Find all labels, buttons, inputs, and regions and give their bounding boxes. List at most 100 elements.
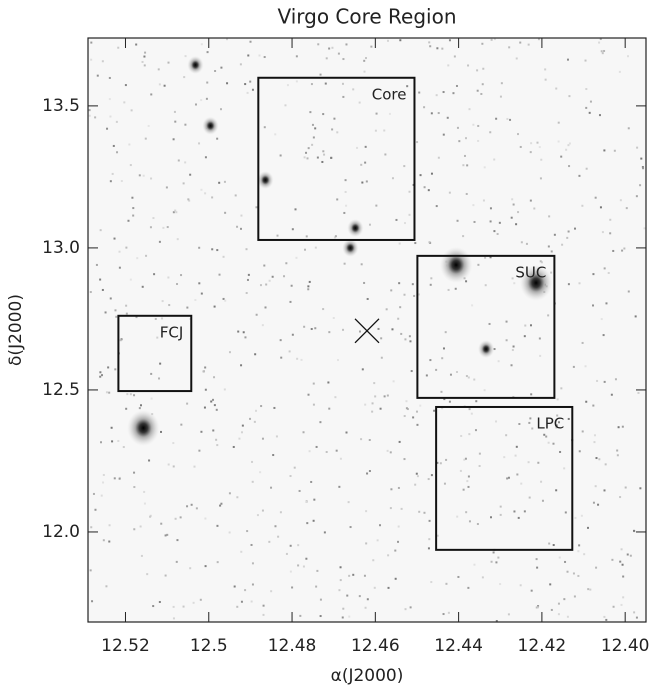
noise-dot	[621, 249, 624, 252]
noise-dot	[336, 198, 339, 201]
noise-dot	[506, 117, 509, 120]
noise-dot	[251, 480, 254, 483]
noise-dot	[343, 262, 346, 265]
noise-dot	[387, 586, 390, 589]
noise-dot	[564, 560, 567, 563]
noise-dot	[315, 445, 318, 448]
noise-dot	[558, 421, 561, 424]
noise-dot	[586, 526, 589, 529]
noise-dot	[445, 458, 448, 461]
y-tick-label: 13.5	[42, 96, 80, 116]
noise-dot	[133, 471, 136, 474]
noise-dot	[476, 89, 479, 92]
noise-dot	[603, 49, 606, 52]
noise-dot	[273, 406, 276, 409]
noise-dot	[240, 214, 243, 217]
noise-dot	[135, 316, 138, 319]
noise-dot	[481, 576, 484, 579]
noise-dot	[152, 605, 155, 608]
noise-dot	[379, 524, 382, 527]
noise-dot	[603, 380, 606, 383]
noise-dot	[117, 46, 120, 49]
noise-dot	[490, 38, 493, 41]
noise-dot	[138, 174, 141, 177]
noise-dot	[548, 542, 551, 545]
noise-dot	[547, 441, 550, 444]
noise-dot	[589, 588, 592, 591]
noise-dot	[319, 615, 322, 618]
noise-dot	[560, 155, 563, 158]
noise-dot	[390, 289, 393, 292]
noise-dot	[625, 207, 628, 210]
noise-dot	[147, 124, 150, 127]
noise-dot	[368, 470, 371, 473]
noise-dot	[530, 142, 533, 145]
noise-dot	[535, 606, 538, 609]
noise-dot	[143, 55, 146, 58]
noise-dot	[335, 449, 338, 452]
noise-dot	[187, 198, 190, 201]
noise-dot	[406, 408, 409, 411]
noise-dot	[365, 510, 368, 513]
noise-dot	[419, 174, 422, 177]
noise-dot	[394, 577, 397, 580]
noise-dot	[515, 445, 518, 448]
noise-dot	[146, 573, 149, 576]
noise-dot	[496, 232, 499, 235]
noise-dot	[403, 458, 406, 461]
noise-dot	[360, 263, 363, 266]
x-tick-label: 12.42	[518, 636, 567, 656]
noise-dot	[364, 57, 367, 60]
noise-dot	[316, 569, 319, 572]
noise-dot	[466, 480, 469, 483]
noise-dot	[259, 471, 262, 474]
noise-dot	[220, 502, 223, 505]
noise-dot	[358, 101, 361, 104]
noise-dot	[120, 180, 123, 183]
noise-dot	[497, 360, 500, 363]
noise-dot	[100, 374, 103, 377]
noise-dot	[530, 393, 533, 396]
noise-dot	[404, 338, 407, 341]
noise-dot	[441, 357, 444, 360]
noise-dot	[108, 76, 111, 79]
noise-dot	[109, 297, 112, 300]
noise-dot	[312, 382, 315, 385]
noise-dot	[194, 103, 197, 106]
noise-dot	[603, 149, 606, 152]
noise-dot	[215, 438, 218, 441]
noise-dot	[386, 449, 389, 452]
noise-dot	[334, 235, 337, 238]
noise-dot	[342, 328, 345, 331]
region-label: Core	[372, 85, 407, 103]
noise-dot	[99, 441, 102, 444]
noise-dot	[435, 205, 438, 208]
noise-dot	[595, 457, 598, 460]
noise-dot	[495, 619, 498, 622]
noise-dot	[253, 420, 256, 423]
noise-dot	[113, 477, 116, 480]
noise-dot	[284, 104, 287, 107]
noise-dot	[555, 424, 558, 427]
noise-dot	[358, 330, 361, 333]
noise-dot	[618, 70, 621, 73]
noise-dot	[456, 126, 459, 129]
noise-dot	[385, 308, 388, 311]
noise-dot	[395, 218, 398, 221]
noise-dot	[536, 606, 539, 609]
noise-dot	[333, 117, 336, 120]
noise-dot	[218, 273, 221, 276]
noise-dot	[468, 520, 471, 523]
noise-dot	[573, 595, 576, 598]
noise-dot	[427, 478, 430, 481]
noise-dot	[429, 359, 432, 362]
noise-dot	[480, 92, 483, 95]
noise-dot	[478, 464, 481, 467]
noise-dot	[99, 278, 102, 281]
noise-dot	[90, 41, 93, 44]
noise-dot	[572, 572, 575, 575]
noise-dot	[190, 503, 193, 506]
noise-dot	[219, 504, 222, 507]
noise-dot	[449, 373, 452, 376]
